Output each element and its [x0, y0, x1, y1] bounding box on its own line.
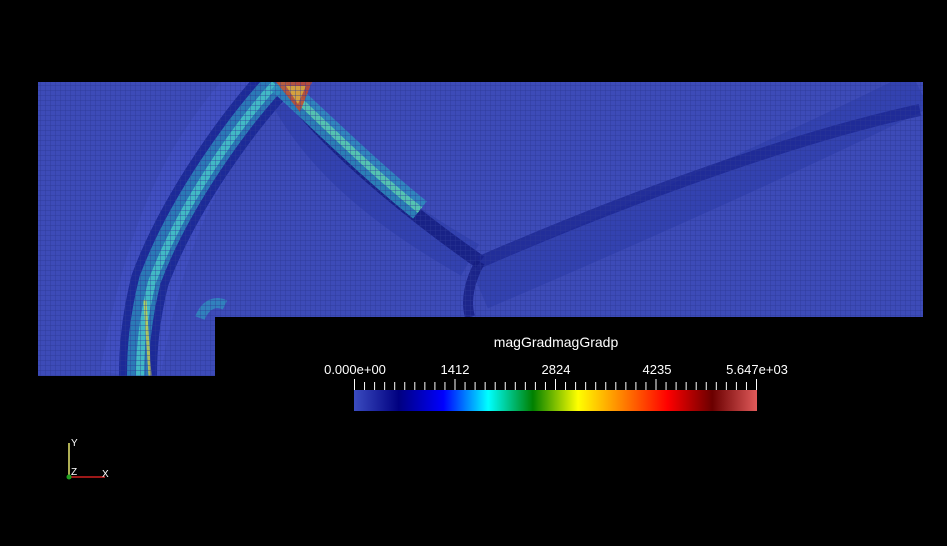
- scalar-bar-label-2: 2824: [541, 362, 571, 377]
- scalar-bar-label-max: 5.647e+03: [726, 362, 788, 377]
- orientation-axes: [66, 443, 105, 480]
- scalar-bar-label-3: 4235: [642, 362, 672, 377]
- z-axis-label: Z: [71, 467, 78, 478]
- x-axis-label: X: [102, 469, 109, 480]
- scalar-bar-gradient: [354, 390, 757, 411]
- y-axis-label: Y: [71, 438, 78, 449]
- scalar-bar-ticks: [354, 379, 757, 390]
- scalar-bar-label-min: 0.000e+00: [324, 362, 386, 377]
- scalar-bar-label-1: 1412: [440, 362, 470, 377]
- scalar-bar-title: magGradmagGradp: [493, 334, 619, 350]
- mesh-domain: [38, 82, 923, 376]
- z-axis-dot: [66, 474, 72, 480]
